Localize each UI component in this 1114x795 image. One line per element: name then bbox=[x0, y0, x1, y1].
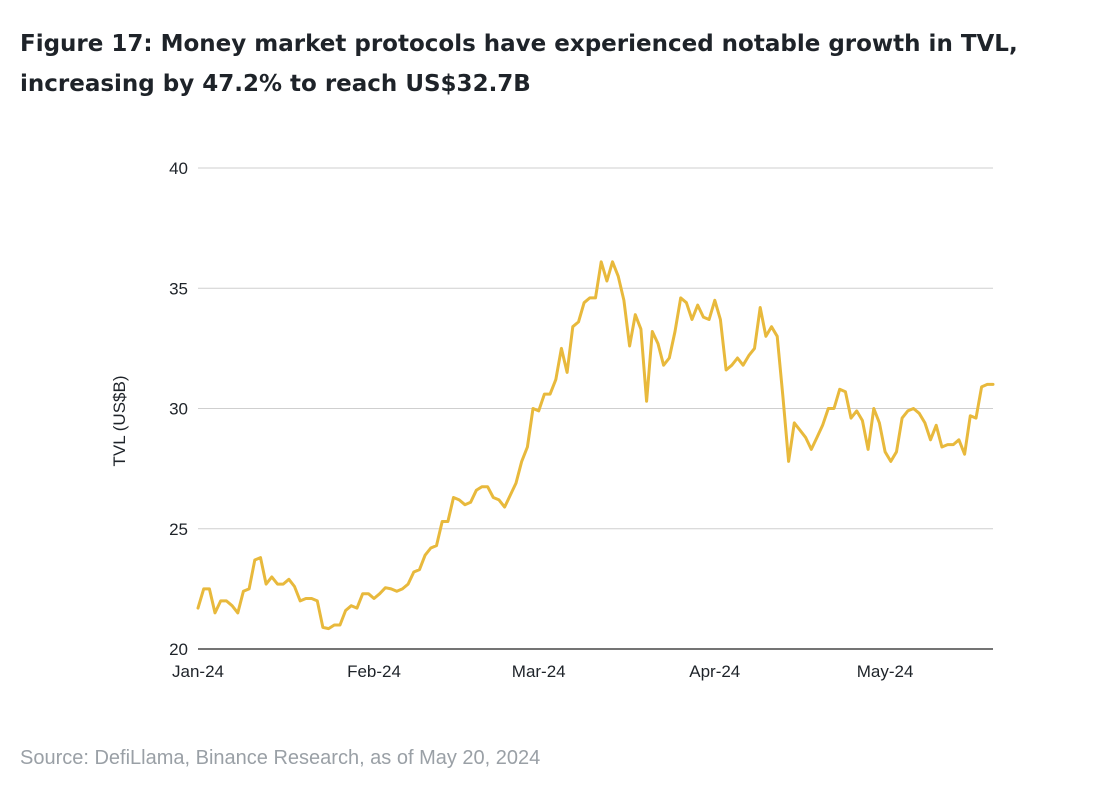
series-layer bbox=[196, 260, 995, 631]
x-tick-label: Feb-24 bbox=[347, 662, 401, 681]
y-tick-label: 35 bbox=[169, 279, 188, 298]
source-note: Source: DefiLlama, Binance Research, as … bbox=[20, 747, 541, 769]
x-axis-ticks: Jan-24 Feb-24 Mar-24 Apr-24 May-24 bbox=[172, 662, 913, 681]
figure-title: Figure 17: Money market protocols have e… bbox=[20, 31, 1018, 97]
y-axis-ticks: 20 25 30 35 40 bbox=[169, 159, 188, 659]
x-tick-label: Jan-24 bbox=[172, 662, 224, 681]
y-tick-label: 25 bbox=[169, 520, 188, 539]
tvl-series-line bbox=[196, 260, 995, 631]
x-tick-label: Apr-24 bbox=[689, 662, 740, 681]
gridlines bbox=[198, 167, 993, 650]
y-tick-label: 20 bbox=[169, 640, 188, 659]
x-tick-label: May-24 bbox=[857, 662, 914, 681]
y-tick-label: 30 bbox=[169, 400, 188, 419]
x-tick-label: Mar-24 bbox=[512, 662, 566, 681]
y-tick-label: 40 bbox=[169, 159, 188, 178]
y-axis-label: TVL (US$B) bbox=[110, 375, 129, 466]
